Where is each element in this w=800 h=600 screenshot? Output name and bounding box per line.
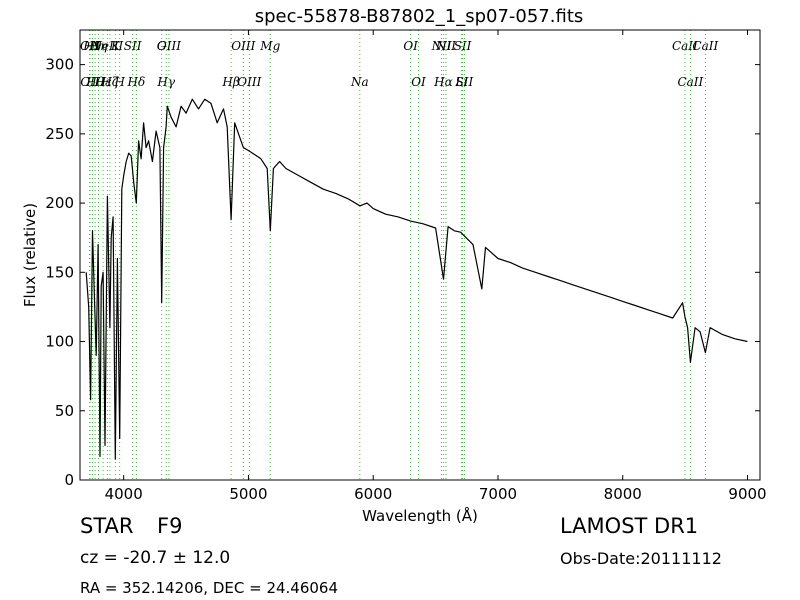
line-marker-label: CaII	[692, 39, 718, 53]
spectral-subclass: F9	[157, 514, 183, 538]
line-marker-label: H9	[82, 39, 101, 53]
observation-date: Obs-Date:20111112	[560, 549, 722, 568]
line-marker-label: SII	[124, 39, 142, 53]
y-tick-label: 150	[45, 263, 74, 281]
line-marker-label: G	[157, 39, 167, 53]
plot-frame	[79, 29, 761, 481]
object-class: STAR	[80, 514, 134, 538]
line-marker-label: Na	[350, 75, 369, 89]
line-marker-label: CaII	[672, 39, 698, 53]
line-marker-label: CaII	[677, 75, 703, 89]
line-marker-label: Hβ	[221, 75, 239, 89]
series-layer	[85, 98, 748, 460]
line-marker-layer: OIIOIIH9HθHηHεNeIIIHζKHSIIHδGHγOIIIHβOII…	[80, 30, 719, 480]
line-marker-label: Mg	[259, 39, 280, 53]
y-tick-label: 250	[45, 125, 74, 143]
line-marker-label: Hθ	[85, 75, 104, 89]
line-marker-label: Hγ	[156, 75, 175, 89]
chart-title: spec-55878-B87802_1_sp07-057.fits	[255, 6, 584, 27]
redshift-text: cz = -20.7 ± 12.0	[80, 548, 231, 568]
survey-name: LAMOST DR1	[560, 514, 699, 538]
y-tick-label: 300	[45, 56, 74, 74]
line-marker-label: Hα	[433, 75, 453, 89]
line-marker-label: H	[113, 75, 125, 89]
line-marker-label: OI	[403, 39, 418, 53]
line-marker-label: NII	[431, 39, 452, 53]
y-axis-label: Flux (relative)	[21, 203, 39, 307]
x-tick-label: 7000	[479, 485, 517, 503]
line-marker-label: NII	[435, 39, 456, 53]
line-marker-label: OIII	[157, 39, 181, 53]
x-tick-label: 5000	[229, 485, 267, 503]
x-tick-label: 6000	[354, 485, 392, 503]
coordinates-text: RA = 352.14206, DEC = 24.46064	[80, 579, 339, 597]
line-marker-label: OIII	[231, 39, 255, 53]
line-marker-label: SII	[454, 39, 472, 53]
line-marker-label: SII	[456, 75, 474, 89]
line-marker-label: K	[110, 39, 121, 53]
x-axis-label: Wavelength (Å)	[362, 506, 478, 525]
x-tick-label: 9000	[728, 485, 766, 503]
y-tick-label: 100	[45, 333, 74, 351]
spectrum-line	[85, 98, 748, 460]
y-tick-label: 200	[45, 194, 74, 212]
x-tick-label: 4000	[105, 485, 143, 503]
x-tick-label: 8000	[604, 485, 642, 503]
line-marker-label: OI	[411, 75, 426, 89]
line-marker-label: OIII	[237, 75, 261, 89]
line-marker-label: Hζ	[100, 75, 119, 89]
y-tick-label: 0	[64, 471, 74, 489]
y-tick-label: 50	[55, 402, 74, 420]
tick-layer: 4000 5000 6000 7000 8000 9000 0 50 100 150 200 250 3…	[45, 30, 767, 503]
line-marker-label: Hδ	[127, 75, 146, 89]
